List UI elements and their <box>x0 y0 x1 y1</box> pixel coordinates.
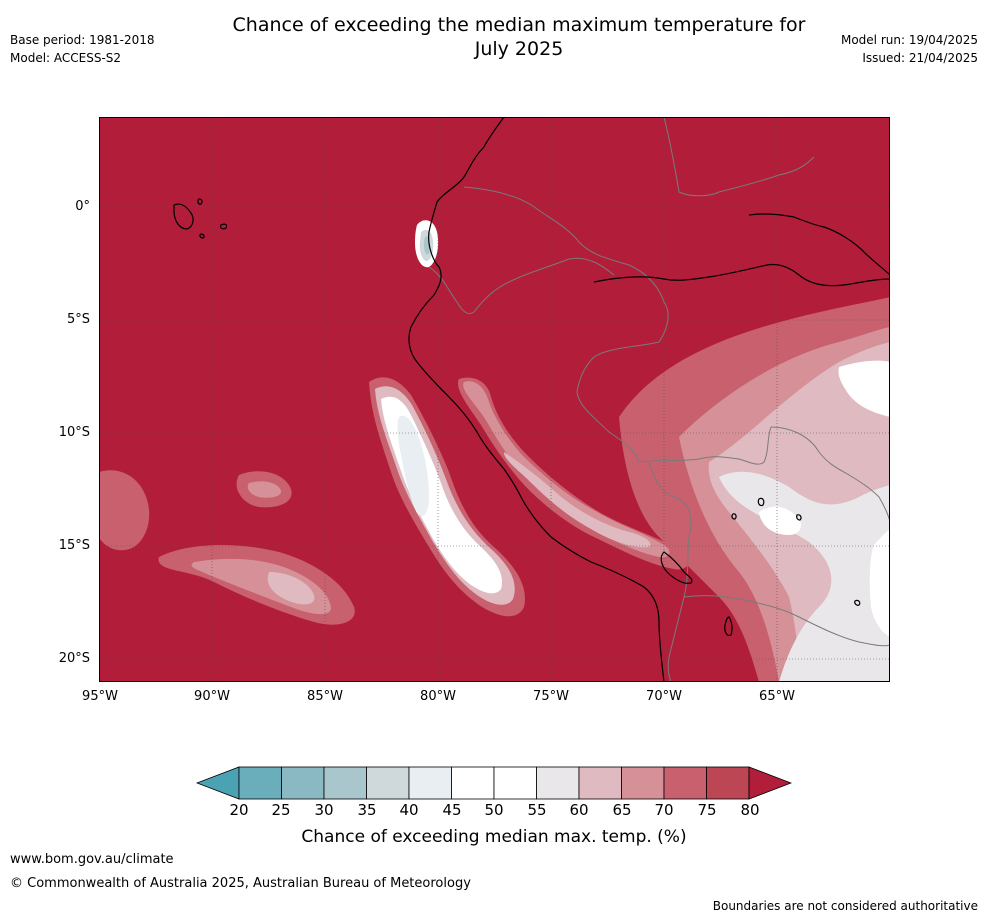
colorbar-bins <box>196 766 792 800</box>
contour-60-galapagos <box>267 572 315 605</box>
tick-30: 30 <box>314 801 334 819</box>
tick-75: 75 <box>697 801 717 819</box>
lon-label-90w: 90°W <box>194 689 230 704</box>
map-plot <box>99 117 890 682</box>
colorbar-bin <box>706 766 750 800</box>
colorbar-bin <box>663 766 707 800</box>
contour-55 <box>719 471 890 682</box>
model-name: Model: ACCESS-S2 <box>10 51 122 65</box>
lat-label-10s: 10°S <box>58 425 90 440</box>
tick-55: 55 <box>527 801 547 819</box>
colorbar-bin <box>621 766 665 800</box>
lat-label-20s: 20°S <box>58 651 90 666</box>
coastlines <box>173 117 890 682</box>
contour-60-coast <box>503 452 651 548</box>
tick-20: 20 <box>229 801 249 819</box>
lat-label-5s: 5°S <box>66 312 90 327</box>
model-run: Model run: 19/04/2025 <box>840 33 978 47</box>
colorbar-bin <box>408 766 452 800</box>
lon-label-85w: 85°W <box>307 689 343 704</box>
footer-disclaimer: Boundaries are not considered authoritat… <box>712 899 978 913</box>
colorbar-under-arrow <box>196 766 240 800</box>
lat-label-15s: 15°S <box>58 538 90 553</box>
colorbar-bin <box>451 766 495 800</box>
meta-left: Base period: 1981-2018 Model: ACCESS-S2 <box>10 31 155 67</box>
lat-label-0: 0° <box>75 199 90 214</box>
tick-25: 25 <box>271 801 291 819</box>
contour-50b <box>869 529 890 637</box>
map-title-line-2: July 2025 <box>474 38 564 60</box>
colorbar-bin <box>238 766 282 800</box>
base-period: Base period: 1981-2018 <box>10 33 155 47</box>
map-title-line-1: Chance of exceeding the median maximum t… <box>232 14 806 36</box>
contour-50 <box>838 360 890 417</box>
lon-label-65w: 65°W <box>759 689 795 704</box>
tick-70: 70 <box>654 801 674 819</box>
contour-45-offshore <box>397 415 429 517</box>
lon-label-70w: 70°W <box>646 689 682 704</box>
issued-date: Issued: 21/04/2025 <box>862 51 978 65</box>
contour-65-west-b <box>247 481 282 498</box>
tick-65: 65 <box>612 801 632 819</box>
footer-url: www.bom.gov.au/climate <box>10 852 174 867</box>
colorbar-bin <box>323 766 367 800</box>
tick-50: 50 <box>484 801 504 819</box>
graticule <box>99 117 890 682</box>
tick-80: 80 <box>740 801 760 819</box>
contour-70-west-a <box>99 470 150 551</box>
contour-layer <box>99 220 890 682</box>
colorbar <box>196 766 792 800</box>
contour-65-coast <box>463 381 670 558</box>
lon-label-95w: 95°W <box>82 689 118 704</box>
contour-50c <box>759 506 801 535</box>
tick-35: 35 <box>357 801 377 819</box>
colorbar-bin <box>281 766 325 800</box>
meta-right: Model run: 19/04/2025 Issued: 21/04/2025 <box>841 31 978 67</box>
lon-label-80w: 80°W <box>420 689 456 704</box>
colorbar-bin <box>536 766 580 800</box>
colorbar-title: Chance of exceeding median max. temp. (%… <box>301 827 687 847</box>
tick-60: 60 <box>569 801 589 819</box>
colorbar-bin <box>493 766 537 800</box>
footer-copyright: © Commonwealth of Australia 2025, Austra… <box>10 876 471 891</box>
colorbar-bin <box>366 766 410 800</box>
lon-label-75w: 75°W <box>533 689 569 704</box>
tick-45: 45 <box>442 801 462 819</box>
colorbar-over-arrow <box>748 766 792 800</box>
map-title: Chance of exceeding the median maximum t… <box>160 13 878 61</box>
colorbar-bin <box>578 766 622 800</box>
tick-40: 40 <box>399 801 419 819</box>
country-borders <box>428 117 890 682</box>
map-frame <box>99 117 890 682</box>
